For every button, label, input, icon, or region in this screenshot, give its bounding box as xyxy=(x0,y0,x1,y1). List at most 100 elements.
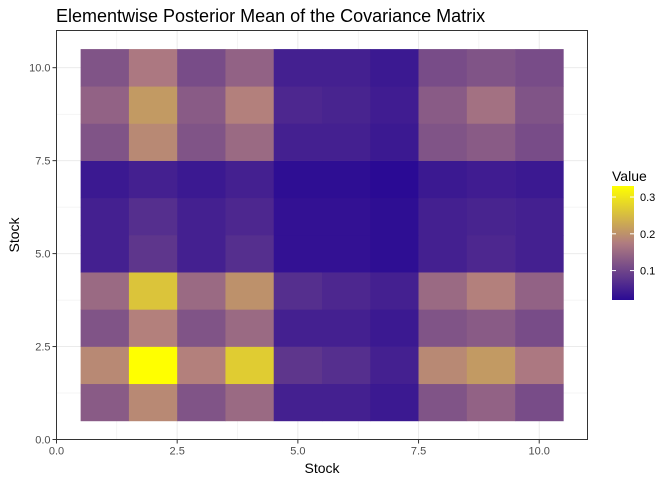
heatmap-cell xyxy=(128,235,178,273)
heatmap-cell xyxy=(128,49,178,87)
y-axis-label: Stock xyxy=(6,216,22,252)
heatmap-cell xyxy=(225,235,275,273)
heatmap-cell xyxy=(225,86,275,124)
plot-panel xyxy=(56,30,588,440)
y-tick-label: 7.5 xyxy=(35,156,50,168)
legend-tick-label: 0.3 xyxy=(640,192,655,204)
heatmap-cell xyxy=(80,235,130,273)
heatmap-cell xyxy=(418,197,468,236)
heatmap-cell xyxy=(322,383,371,422)
heatmap-cell xyxy=(225,49,275,87)
heatmap-cell xyxy=(322,86,371,124)
heatmap-cell xyxy=(515,160,564,199)
y-tick-label: 0.0 xyxy=(35,435,50,447)
heatmap-cell xyxy=(80,160,130,199)
y-tick-label: 5.0 xyxy=(35,249,50,261)
heatmap-cell xyxy=(128,346,178,385)
heatmap-cell xyxy=(177,235,226,273)
heatmap-cell xyxy=(322,309,371,347)
heatmap-cell xyxy=(273,272,323,310)
heatmap-cell xyxy=(466,49,516,87)
heatmap-cell xyxy=(466,346,516,385)
heatmap-cell xyxy=(225,309,275,347)
heatmap-cell xyxy=(322,346,371,385)
heatmap-cell xyxy=(225,197,275,236)
heatmap-cell xyxy=(128,383,178,422)
x-tick-label: 7.5 xyxy=(411,446,426,458)
heatmap-cell xyxy=(466,383,516,422)
heatmap-cell xyxy=(370,309,419,347)
heatmap-cell xyxy=(80,49,130,87)
heatmap-cell xyxy=(322,197,371,236)
heatmap-cell xyxy=(466,197,516,236)
heatmap-cell xyxy=(128,309,178,347)
heatmap-cell xyxy=(466,123,516,161)
heatmap-cell xyxy=(225,160,275,199)
x-tick-label: 2.5 xyxy=(170,446,185,458)
heatmap-cell xyxy=(177,160,226,199)
y-tick-label: 10.0 xyxy=(29,63,50,75)
heatmap-cell xyxy=(225,383,275,422)
heatmap-cell xyxy=(418,86,468,124)
heatmap-cell xyxy=(515,346,564,385)
color-legend: Value 0.1 0.2 0.3 xyxy=(612,168,655,300)
heatmap-cell xyxy=(273,123,323,161)
heatmap-cell xyxy=(515,235,564,273)
heatmap-cell xyxy=(273,346,323,385)
legend-title: Value xyxy=(612,168,647,184)
heatmap-cell xyxy=(515,383,564,422)
heatmap-cell xyxy=(128,86,178,124)
legend-ticks: 0.1 0.2 0.3 xyxy=(612,192,655,278)
panel-border xyxy=(56,30,588,440)
heatmap-cell xyxy=(225,272,275,310)
heatmap-cell xyxy=(370,86,419,124)
chart-title: Elementwise Posterior Mean of the Covari… xyxy=(56,6,485,26)
x-axis: 0.0 2.5 5.0 7.5 10.0 xyxy=(49,439,550,458)
heatmap-cell xyxy=(80,383,130,422)
heatmap-cell xyxy=(273,309,323,347)
heatmap-cell xyxy=(418,346,468,385)
heatmap-cell xyxy=(80,346,130,385)
heatmap-cell xyxy=(177,383,226,422)
heatmap-cell xyxy=(273,160,323,199)
heatmap-cell xyxy=(418,272,468,310)
x-tick-label: 10.0 xyxy=(529,446,550,458)
heatmap-cell xyxy=(370,235,419,273)
heatmap-cell xyxy=(273,49,323,87)
heatmap-cell xyxy=(177,197,226,236)
heatmap-cell xyxy=(225,346,275,385)
heatmap-cell xyxy=(370,272,419,310)
heatmap-cell xyxy=(370,160,419,199)
heatmap-cell xyxy=(177,123,226,161)
heatmap-cell xyxy=(418,383,468,422)
legend-tick-label: 0.2 xyxy=(640,229,655,241)
heatmap-cell xyxy=(466,160,516,199)
heatmap-cell xyxy=(370,49,419,87)
heatmap-cell xyxy=(370,123,419,161)
heatmap-cell xyxy=(466,86,516,124)
y-axis: 0.0 2.5 5.0 7.5 10.0 xyxy=(29,63,57,447)
heatmap-cell xyxy=(322,235,371,273)
heatmap-cell xyxy=(273,197,323,236)
y-tick-label: 2.5 xyxy=(35,342,50,354)
heatmap-cell xyxy=(80,123,130,161)
heatmap-cell xyxy=(515,197,564,236)
heatmap-cell xyxy=(515,272,564,310)
x-axis-label: Stock xyxy=(304,460,340,476)
heatmap-cell xyxy=(418,49,468,87)
heatmap-cell xyxy=(80,272,130,310)
heatmap-cell xyxy=(322,160,371,199)
heatmap-cell xyxy=(177,86,226,124)
heatmap-cell xyxy=(80,86,130,124)
heatmap-cell xyxy=(80,309,130,347)
heatmap-tiles xyxy=(80,49,564,422)
heatmap-cell xyxy=(177,49,226,87)
heatmap-cell xyxy=(177,346,226,385)
heatmap-cell xyxy=(177,309,226,347)
heatmap-cell xyxy=(515,123,564,161)
x-tick-label: 5.0 xyxy=(290,446,305,458)
heatmap-cell xyxy=(466,309,516,347)
legend-tick-label: 0.1 xyxy=(640,266,655,278)
heatmap-cell xyxy=(370,346,419,385)
